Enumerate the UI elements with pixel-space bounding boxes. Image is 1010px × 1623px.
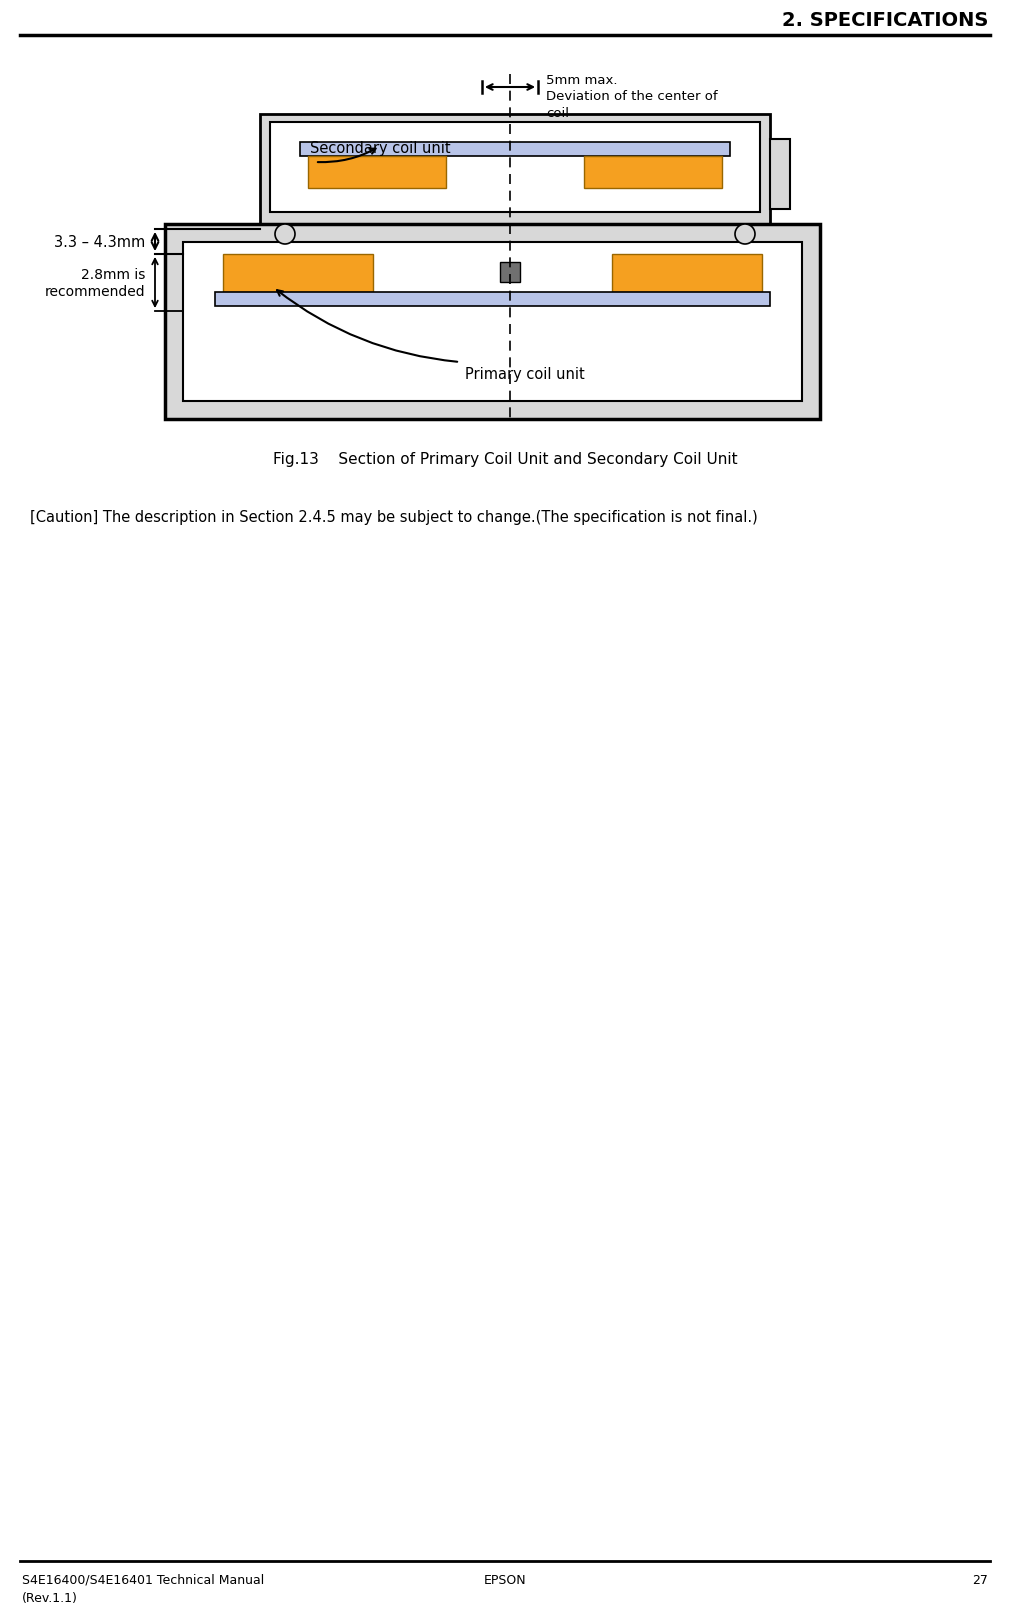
Text: EPSON: EPSON (484, 1573, 526, 1586)
Bar (584, 157, 722, 188)
Circle shape (735, 226, 755, 245)
Bar (260, 115, 770, 235)
Text: S4E16400/S4E16401 Technical Manual
(Rev.1.1): S4E16400/S4E16401 Technical Manual (Rev.… (22, 1573, 265, 1604)
Bar (215, 292, 770, 307)
Bar (308, 157, 446, 188)
Text: Secondary coil unit: Secondary coil unit (310, 141, 450, 156)
Bar (300, 143, 730, 157)
Bar (165, 226, 820, 420)
Bar (270, 123, 760, 213)
Text: 5mm max.
Deviation of the center of
coil: 5mm max. Deviation of the center of coil (546, 75, 718, 120)
Bar (183, 243, 802, 403)
Text: 2. SPECIFICATIONS: 2. SPECIFICATIONS (782, 10, 988, 29)
Bar (770, 140, 790, 209)
Bar (500, 263, 520, 282)
Bar (612, 255, 762, 292)
Text: Fig.13    Section of Primary Coil Unit and Secondary Coil Unit: Fig.13 Section of Primary Coil Unit and … (273, 451, 737, 467)
Text: 3.3 – 4.3mm: 3.3 – 4.3mm (54, 235, 145, 250)
Bar (223, 255, 373, 292)
Circle shape (275, 226, 295, 245)
Text: 27: 27 (972, 1573, 988, 1586)
Text: Primary coil unit: Primary coil unit (465, 367, 585, 383)
Text: 2.8mm is
recommended: 2.8mm is recommended (44, 268, 145, 299)
Text: [Caution] The description in Section 2.4.5 may be subject to change.(The specifi: [Caution] The description in Section 2.4… (30, 510, 757, 524)
